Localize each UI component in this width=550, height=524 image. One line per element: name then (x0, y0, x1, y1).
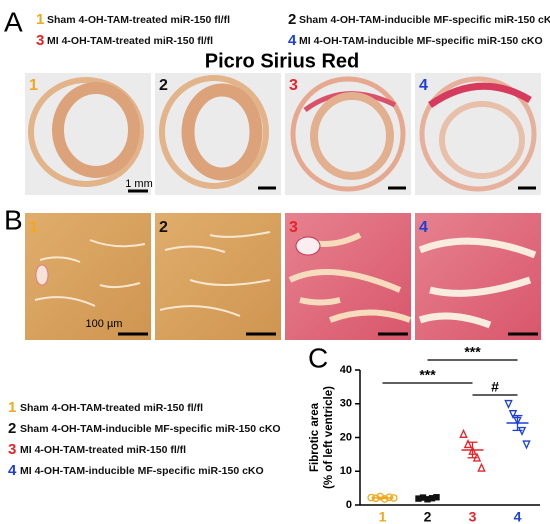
tissue-texture (418, 237, 537, 329)
tissue (310, 92, 394, 180)
image-number: 2 (159, 219, 168, 236)
data-point (424, 496, 431, 503)
y-tick-label: 0 (346, 499, 352, 511)
panel-label: A (4, 6, 23, 37)
legend-text: MI 4-OH-TAM-treated miR-150 fl/fl (20, 444, 186, 456)
legend-number: 4 (8, 462, 17, 479)
significance-label: *** (419, 367, 436, 383)
y-tick-label: 20 (340, 431, 352, 443)
significance-label: # (491, 379, 499, 395)
image-number: 1 (29, 219, 38, 236)
image-number: 2 (159, 77, 168, 94)
histology-image (155, 213, 281, 340)
tissue (419, 76, 537, 192)
legend-number: 1 (8, 399, 16, 416)
legend-number: 3 (8, 441, 16, 458)
y-tick-label: 30 (340, 398, 352, 410)
legend-text: Sham 4-OH-TAM-treated miR-150 fl/fl (47, 14, 230, 26)
image-number: 1 (29, 77, 38, 94)
tissue-texture (159, 231, 271, 317)
tissue (439, 101, 525, 179)
panel-a-images: 1 2 3 4 1 mm (25, 73, 541, 195)
image-number: 3 (289, 77, 298, 94)
legend-text: MI 4-OH-TAM-treated miR-150 fl/fl (47, 35, 213, 47)
x-tick-label: 4 (514, 509, 522, 524)
x-tick-label: 1 (379, 509, 387, 524)
image-number: 4 (419, 77, 428, 94)
legend-text: Sham 4-OH-TAM-treated miR-150 fl/fl (20, 402, 203, 414)
panel-label: B (4, 204, 23, 235)
legend-number: 2 (288, 11, 296, 28)
significance-label: *** (464, 344, 481, 360)
scale-bar-label: 100 µm (86, 318, 123, 330)
legend-top: 1 Sham 4-OH-TAM-treated miR-150 fl/fl 2 … (36, 11, 550, 49)
legend-bottom: 1 Sham 4-OH-TAM-treated miR-150 fl/fl 2 … (8, 399, 281, 479)
y-axis-label-line: (% of left ventricle) (323, 386, 335, 489)
tissue (52, 82, 140, 178)
data-point (522, 440, 531, 450)
data-point (477, 462, 486, 472)
tissue-texture (34, 239, 146, 307)
image-number: 4 (419, 219, 428, 236)
x-tick-label: 3 (469, 509, 477, 524)
tissue (159, 75, 269, 189)
chart: 0 10 20 30 40 Fibrotic area (% of left ventric… (309, 344, 540, 524)
panel-b-images: 1 2 3 4 100 µm (25, 213, 541, 340)
y-axis-label: Fibrotic area (% of left ventricle) (309, 386, 335, 489)
tissue-texture (288, 232, 412, 323)
data-point (463, 439, 473, 449)
scale-bar-label: 1 mm (125, 178, 153, 190)
tissue (181, 83, 263, 181)
data-point (504, 399, 513, 409)
fibrosis (427, 82, 532, 108)
legend-text: MI 4-OH-TAM-inducible MF-specific miR-15… (20, 465, 264, 477)
legend-number: 4 (288, 32, 297, 49)
legend-text: MI 4-OH-TAM-inducible MF-specific miR-15… (299, 35, 543, 47)
legend-number: 2 (8, 420, 16, 437)
data-point (508, 410, 518, 420)
vessel (35, 264, 49, 286)
y-axis-label-line: Fibrotic area (309, 402, 321, 472)
image-number: 3 (289, 219, 298, 236)
data-point (459, 428, 468, 438)
data-point (433, 494, 440, 501)
legend-text: Sham 4-OH-TAM-inducible MF-specific miR-… (299, 14, 550, 26)
y-tick-label: 10 (340, 465, 352, 477)
y-tick-label: 40 (340, 364, 352, 376)
panel-label: C (308, 342, 328, 373)
vessel (295, 236, 321, 256)
tissue (290, 76, 406, 192)
legend-text: Sham 4-OH-TAM-inducible MF-specific miR-… (20, 423, 281, 435)
panel-title: Picro Sirius Red (205, 50, 360, 72)
tissue (28, 77, 144, 187)
x-tick-label: 2 (424, 509, 432, 524)
legend-number: 3 (36, 32, 44, 49)
legend-number: 1 (36, 11, 44, 28)
